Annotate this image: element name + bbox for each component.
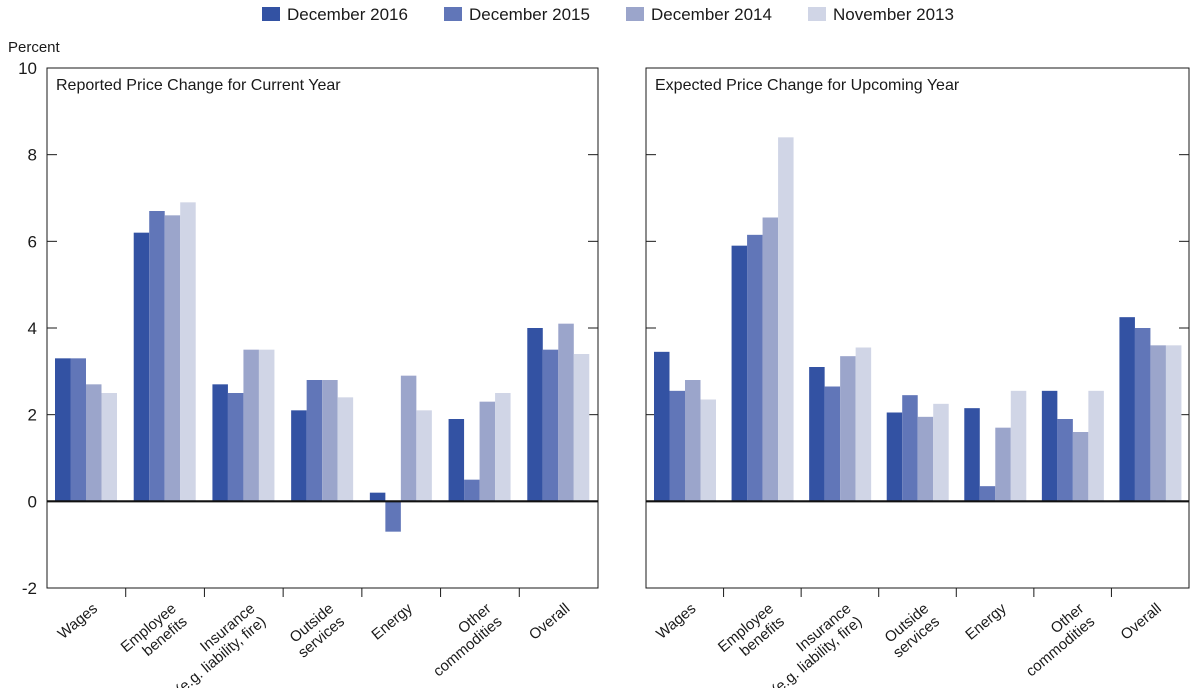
x-category-label: Employeebenefits bbox=[118, 600, 191, 669]
bar-7-series-3 bbox=[558, 323, 574, 502]
bar-1-series-2 bbox=[70, 358, 86, 502]
y-tick-label: 4 bbox=[28, 319, 37, 338]
legend-swatch-1 bbox=[262, 7, 280, 21]
bar-3-series-4 bbox=[855, 347, 872, 502]
bar-1-series-4 bbox=[101, 393, 117, 502]
bar-5-series-1 bbox=[369, 492, 386, 502]
bar-2-series-3 bbox=[164, 215, 181, 502]
bar-7-series-2 bbox=[542, 349, 559, 502]
x-category-label: Energy bbox=[368, 600, 416, 644]
x-category-label: Overall bbox=[526, 600, 573, 644]
bar-5-series-4 bbox=[416, 410, 432, 502]
chart-panel-2: Expected Price Change for Upcoming Year W… bbox=[645, 67, 1190, 693]
bar-2-series-1 bbox=[731, 245, 748, 502]
bar-2-series-1 bbox=[133, 232, 150, 502]
bar-4-series-2 bbox=[306, 380, 323, 502]
x-category-label: Overall bbox=[1117, 600, 1164, 644]
x-category-label: Othercommodities bbox=[419, 600, 505, 680]
x-category-label: Outsideservices bbox=[879, 600, 943, 661]
bar-5-series-3 bbox=[995, 427, 1011, 502]
chart-panel-1: -2 0 2 4 6 8 10 Reported Price Change for Curre… bbox=[18, 59, 599, 693]
bar-2-series-2 bbox=[747, 234, 763, 502]
bar-3-series-3 bbox=[840, 356, 856, 502]
chart-panels: -2 0 2 4 6 8 10 Reported Price Change for Curre… bbox=[18, 59, 1190, 693]
x-category-label: Energy bbox=[962, 600, 1010, 644]
legend-label-1: December 2016 bbox=[287, 5, 408, 24]
bar-5-series-1 bbox=[964, 408, 980, 502]
bar-6-series-2 bbox=[464, 479, 480, 502]
bar-6-series-1 bbox=[1041, 390, 1058, 502]
bar-5-series-2 bbox=[385, 501, 401, 532]
bar-3-series-3 bbox=[243, 349, 259, 502]
bar-6-series-1 bbox=[448, 419, 465, 502]
bar-1-series-1 bbox=[654, 351, 670, 502]
bar-5-series-2 bbox=[979, 486, 996, 502]
x-category-label: Wages bbox=[653, 600, 699, 643]
bar-3-series-2 bbox=[824, 386, 841, 502]
bar-3-series-1 bbox=[809, 367, 825, 502]
bar-6-series-4 bbox=[1088, 390, 1104, 502]
bar-6-series-2 bbox=[1057, 419, 1073, 502]
legend-label-4: November 2013 bbox=[833, 5, 954, 24]
y-tick-label: -2 bbox=[22, 579, 37, 598]
legend-swatch-3 bbox=[626, 7, 644, 21]
bar-3-series-4 bbox=[258, 349, 275, 502]
bar-7-series-2 bbox=[1134, 328, 1151, 502]
bar-7-series-3 bbox=[1150, 345, 1166, 502]
bar-1-series-2 bbox=[669, 390, 685, 502]
bar-2-series-4 bbox=[180, 202, 196, 502]
bar-4-series-4 bbox=[933, 403, 949, 502]
bar-4-series-3 bbox=[917, 416, 934, 502]
y-tick-label: 0 bbox=[28, 492, 37, 511]
y-tick-label: 2 bbox=[28, 406, 37, 425]
panel-title: Expected Price Change for Upcoming Year bbox=[655, 77, 960, 94]
bar-6-series-4 bbox=[495, 393, 511, 502]
bar-2-series-4 bbox=[778, 137, 794, 502]
y-tick-label: 8 bbox=[28, 146, 37, 165]
legend-label-3: December 2014 bbox=[651, 5, 772, 24]
bar-2-series-2 bbox=[149, 211, 165, 502]
bar-3-series-1 bbox=[212, 384, 228, 502]
bar-1-series-3 bbox=[86, 384, 102, 502]
bar-3-series-2 bbox=[227, 393, 244, 502]
y-tick-label: 10 bbox=[18, 59, 37, 78]
legend-swatch-2 bbox=[444, 7, 462, 21]
bar-5-series-3 bbox=[400, 375, 417, 502]
plot-frame bbox=[46, 67, 599, 589]
bar-2-series-3 bbox=[762, 217, 779, 502]
x-category-label: Wages bbox=[55, 600, 101, 643]
bar-6-series-3 bbox=[479, 401, 496, 502]
bar-1-series-3 bbox=[685, 380, 701, 502]
bar-7-series-4 bbox=[1165, 345, 1182, 502]
bar-1-series-4 bbox=[700, 399, 716, 502]
bar-7-series-1 bbox=[1119, 317, 1135, 502]
bar-4-series-4 bbox=[337, 397, 354, 502]
bar-7-series-4 bbox=[573, 354, 590, 502]
bar-1-series-1 bbox=[55, 358, 71, 502]
legend-swatch-4 bbox=[808, 7, 826, 21]
bar-4-series-1 bbox=[886, 412, 903, 502]
x-category-label: Othercommodities bbox=[1012, 600, 1098, 680]
y-tick-label: 6 bbox=[28, 232, 37, 251]
legend-label-2: December 2015 bbox=[469, 5, 590, 24]
x-category-label: Outsideservices bbox=[284, 600, 348, 661]
bar-4-series-2 bbox=[902, 395, 918, 502]
bar-5-series-4 bbox=[1010, 390, 1027, 502]
x-category-label: Employeebenefits bbox=[715, 600, 788, 669]
plot-frame bbox=[645, 67, 1190, 589]
panel-title: Reported Price Change for Current Year bbox=[56, 77, 341, 94]
bar-6-series-3 bbox=[1072, 432, 1089, 502]
bar-4-series-1 bbox=[291, 410, 307, 502]
bar-7-series-1 bbox=[527, 328, 543, 502]
legend: December 2016 December 2015 December 2014 N… bbox=[262, 5, 954, 24]
bar-4-series-3 bbox=[322, 380, 338, 502]
y-axis-unit-label: Percent bbox=[8, 39, 61, 56]
